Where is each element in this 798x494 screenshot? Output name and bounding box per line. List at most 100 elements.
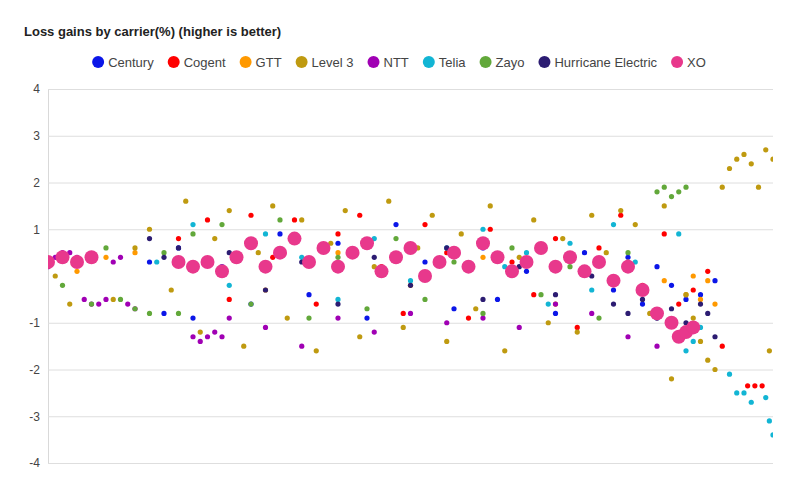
point	[691, 315, 696, 320]
legend-label: Cogent	[184, 55, 226, 70]
grid-line	[48, 370, 773, 371]
point	[604, 250, 609, 255]
point	[176, 245, 181, 250]
point	[161, 250, 166, 255]
point	[488, 203, 493, 208]
point	[749, 161, 754, 166]
legend-label: Zayo	[496, 55, 525, 70]
point	[712, 278, 717, 283]
legend-item: Cogent	[168, 55, 226, 70]
point	[683, 185, 688, 190]
grid-line	[48, 136, 773, 137]
point	[314, 301, 319, 306]
point	[422, 259, 427, 264]
point	[676, 189, 681, 194]
point	[763, 395, 768, 400]
point	[683, 292, 688, 297]
point	[244, 236, 258, 250]
point	[669, 194, 674, 199]
y-tick-label: -2	[29, 363, 40, 377]
point	[346, 246, 360, 260]
point	[103, 297, 108, 302]
legend-label: Telia	[439, 55, 467, 70]
point	[553, 236, 558, 241]
y-tick: 3	[33, 129, 773, 143]
point	[534, 241, 548, 255]
point	[683, 348, 688, 353]
point	[480, 311, 485, 316]
legend-marker	[671, 56, 683, 68]
point	[618, 208, 623, 213]
point	[299, 217, 304, 222]
point	[763, 147, 768, 152]
point	[132, 306, 137, 311]
point	[190, 315, 195, 320]
point	[480, 227, 485, 232]
point	[720, 185, 725, 190]
series-points	[48, 232, 700, 344]
point	[176, 236, 181, 241]
point	[705, 311, 710, 316]
point	[621, 260, 635, 274]
point	[227, 283, 232, 288]
point	[103, 255, 108, 260]
point	[74, 269, 79, 274]
point	[752, 383, 757, 388]
point	[567, 241, 572, 246]
point	[288, 232, 302, 246]
point	[546, 320, 551, 325]
point	[147, 259, 152, 264]
point	[433, 255, 447, 269]
point	[408, 278, 413, 283]
point	[546, 301, 551, 306]
point	[389, 250, 403, 264]
point	[650, 306, 664, 320]
point	[172, 255, 186, 269]
point	[227, 297, 232, 302]
point	[176, 311, 181, 316]
point	[219, 334, 224, 339]
point	[563, 250, 577, 264]
points	[48, 147, 773, 437]
point	[227, 208, 232, 213]
legend-marker	[538, 56, 550, 68]
point	[263, 325, 268, 330]
point	[335, 255, 340, 260]
point	[669, 283, 674, 288]
point	[219, 222, 224, 227]
point	[665, 316, 679, 330]
series-points	[147, 236, 718, 339]
point	[335, 250, 340, 255]
legend-marker	[168, 56, 180, 68]
point	[70, 255, 84, 269]
point	[480, 315, 485, 320]
point	[118, 255, 123, 260]
point	[549, 260, 563, 274]
point	[770, 432, 773, 437]
point	[618, 213, 623, 218]
point	[459, 231, 464, 236]
chart-root: Loss gains by carrier(%) (higher is bett…	[0, 0, 798, 494]
point	[85, 250, 99, 264]
legend-marker	[368, 56, 380, 68]
point	[596, 315, 601, 320]
point	[302, 255, 316, 269]
point	[56, 250, 70, 264]
y-tick-label: 2	[33, 176, 40, 190]
point	[582, 250, 587, 255]
legend-item: Level 3	[296, 55, 354, 70]
legend-item: Telia	[423, 55, 467, 70]
point	[335, 301, 340, 306]
point	[273, 246, 287, 260]
point	[488, 227, 493, 232]
point	[705, 278, 710, 283]
grid-line	[48, 323, 773, 324]
point	[578, 264, 592, 278]
point	[705, 358, 710, 363]
point	[201, 255, 215, 269]
point	[611, 222, 616, 227]
point	[691, 339, 696, 344]
y-tick: -3	[29, 410, 773, 424]
point	[625, 334, 630, 339]
point	[256, 250, 261, 255]
